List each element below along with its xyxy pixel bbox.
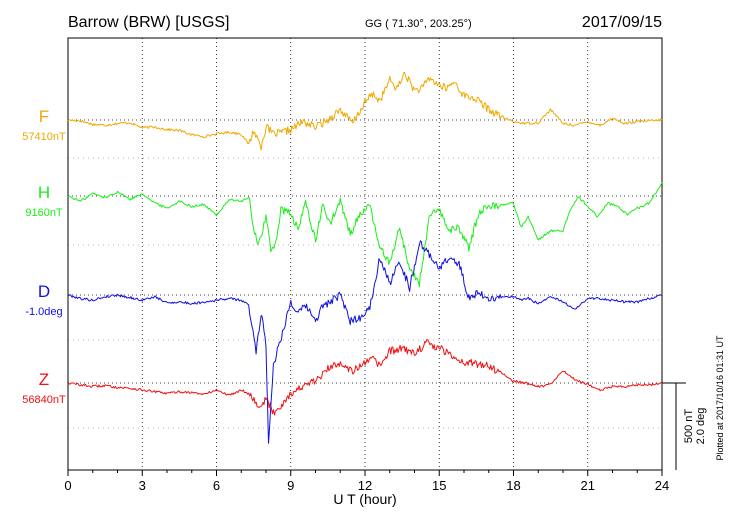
x-tick-label: 12	[358, 478, 372, 493]
coordinates-label: GG ( 71.30°, 203.25°)	[365, 18, 472, 30]
station-title: Barrow (BRW) [USGS]	[68, 14, 230, 31]
x-tick-label: 15	[432, 478, 446, 493]
scale-nt-label: 500 nT	[683, 409, 695, 444]
x-tick-label: 9	[287, 478, 294, 493]
x-axis-label: U T (hour)	[333, 491, 396, 507]
x-axis-ticks: 0 3 6 9 12 15 18 21 24	[64, 470, 669, 493]
x-tick-label: 3	[139, 478, 146, 493]
series-name-h: H	[38, 183, 50, 202]
series-name-d: D	[38, 282, 50, 301]
series-baseline-f: 57410nT	[22, 131, 66, 143]
series-labels: F 57410nT H 9160nT D -1.0deg Z 56840nT	[22, 107, 66, 406]
x-tick-label: 6	[213, 478, 220, 493]
series-line-f	[67, 71, 663, 151]
x-tick-label: 21	[581, 478, 595, 493]
plotted-timestamp: Plotted at 2017/10/16 01:31 UT	[715, 335, 725, 461]
series-line-h	[67, 181, 663, 288]
scale-bar: 500 nT 2.0 deg	[662, 382, 707, 470]
series-baseline-z: 56840nT	[22, 394, 66, 406]
series-line-z	[67, 339, 663, 416]
grid-lines	[68, 38, 662, 470]
scale-deg-label: 2.0 deg	[695, 408, 707, 445]
date-label: 2017/09/15	[582, 14, 662, 31]
x-tick-label: 18	[506, 478, 520, 493]
x-tick-label: 0	[64, 478, 71, 493]
x-tick-label: 24	[655, 478, 669, 493]
series-layer	[67, 71, 663, 444]
series-line-d	[67, 240, 663, 444]
series-name-z: Z	[39, 370, 49, 389]
series-baseline-h: 9160nT	[25, 207, 63, 219]
series-baseline-d: -1.0deg	[25, 306, 62, 318]
series-name-f: F	[39, 107, 49, 126]
